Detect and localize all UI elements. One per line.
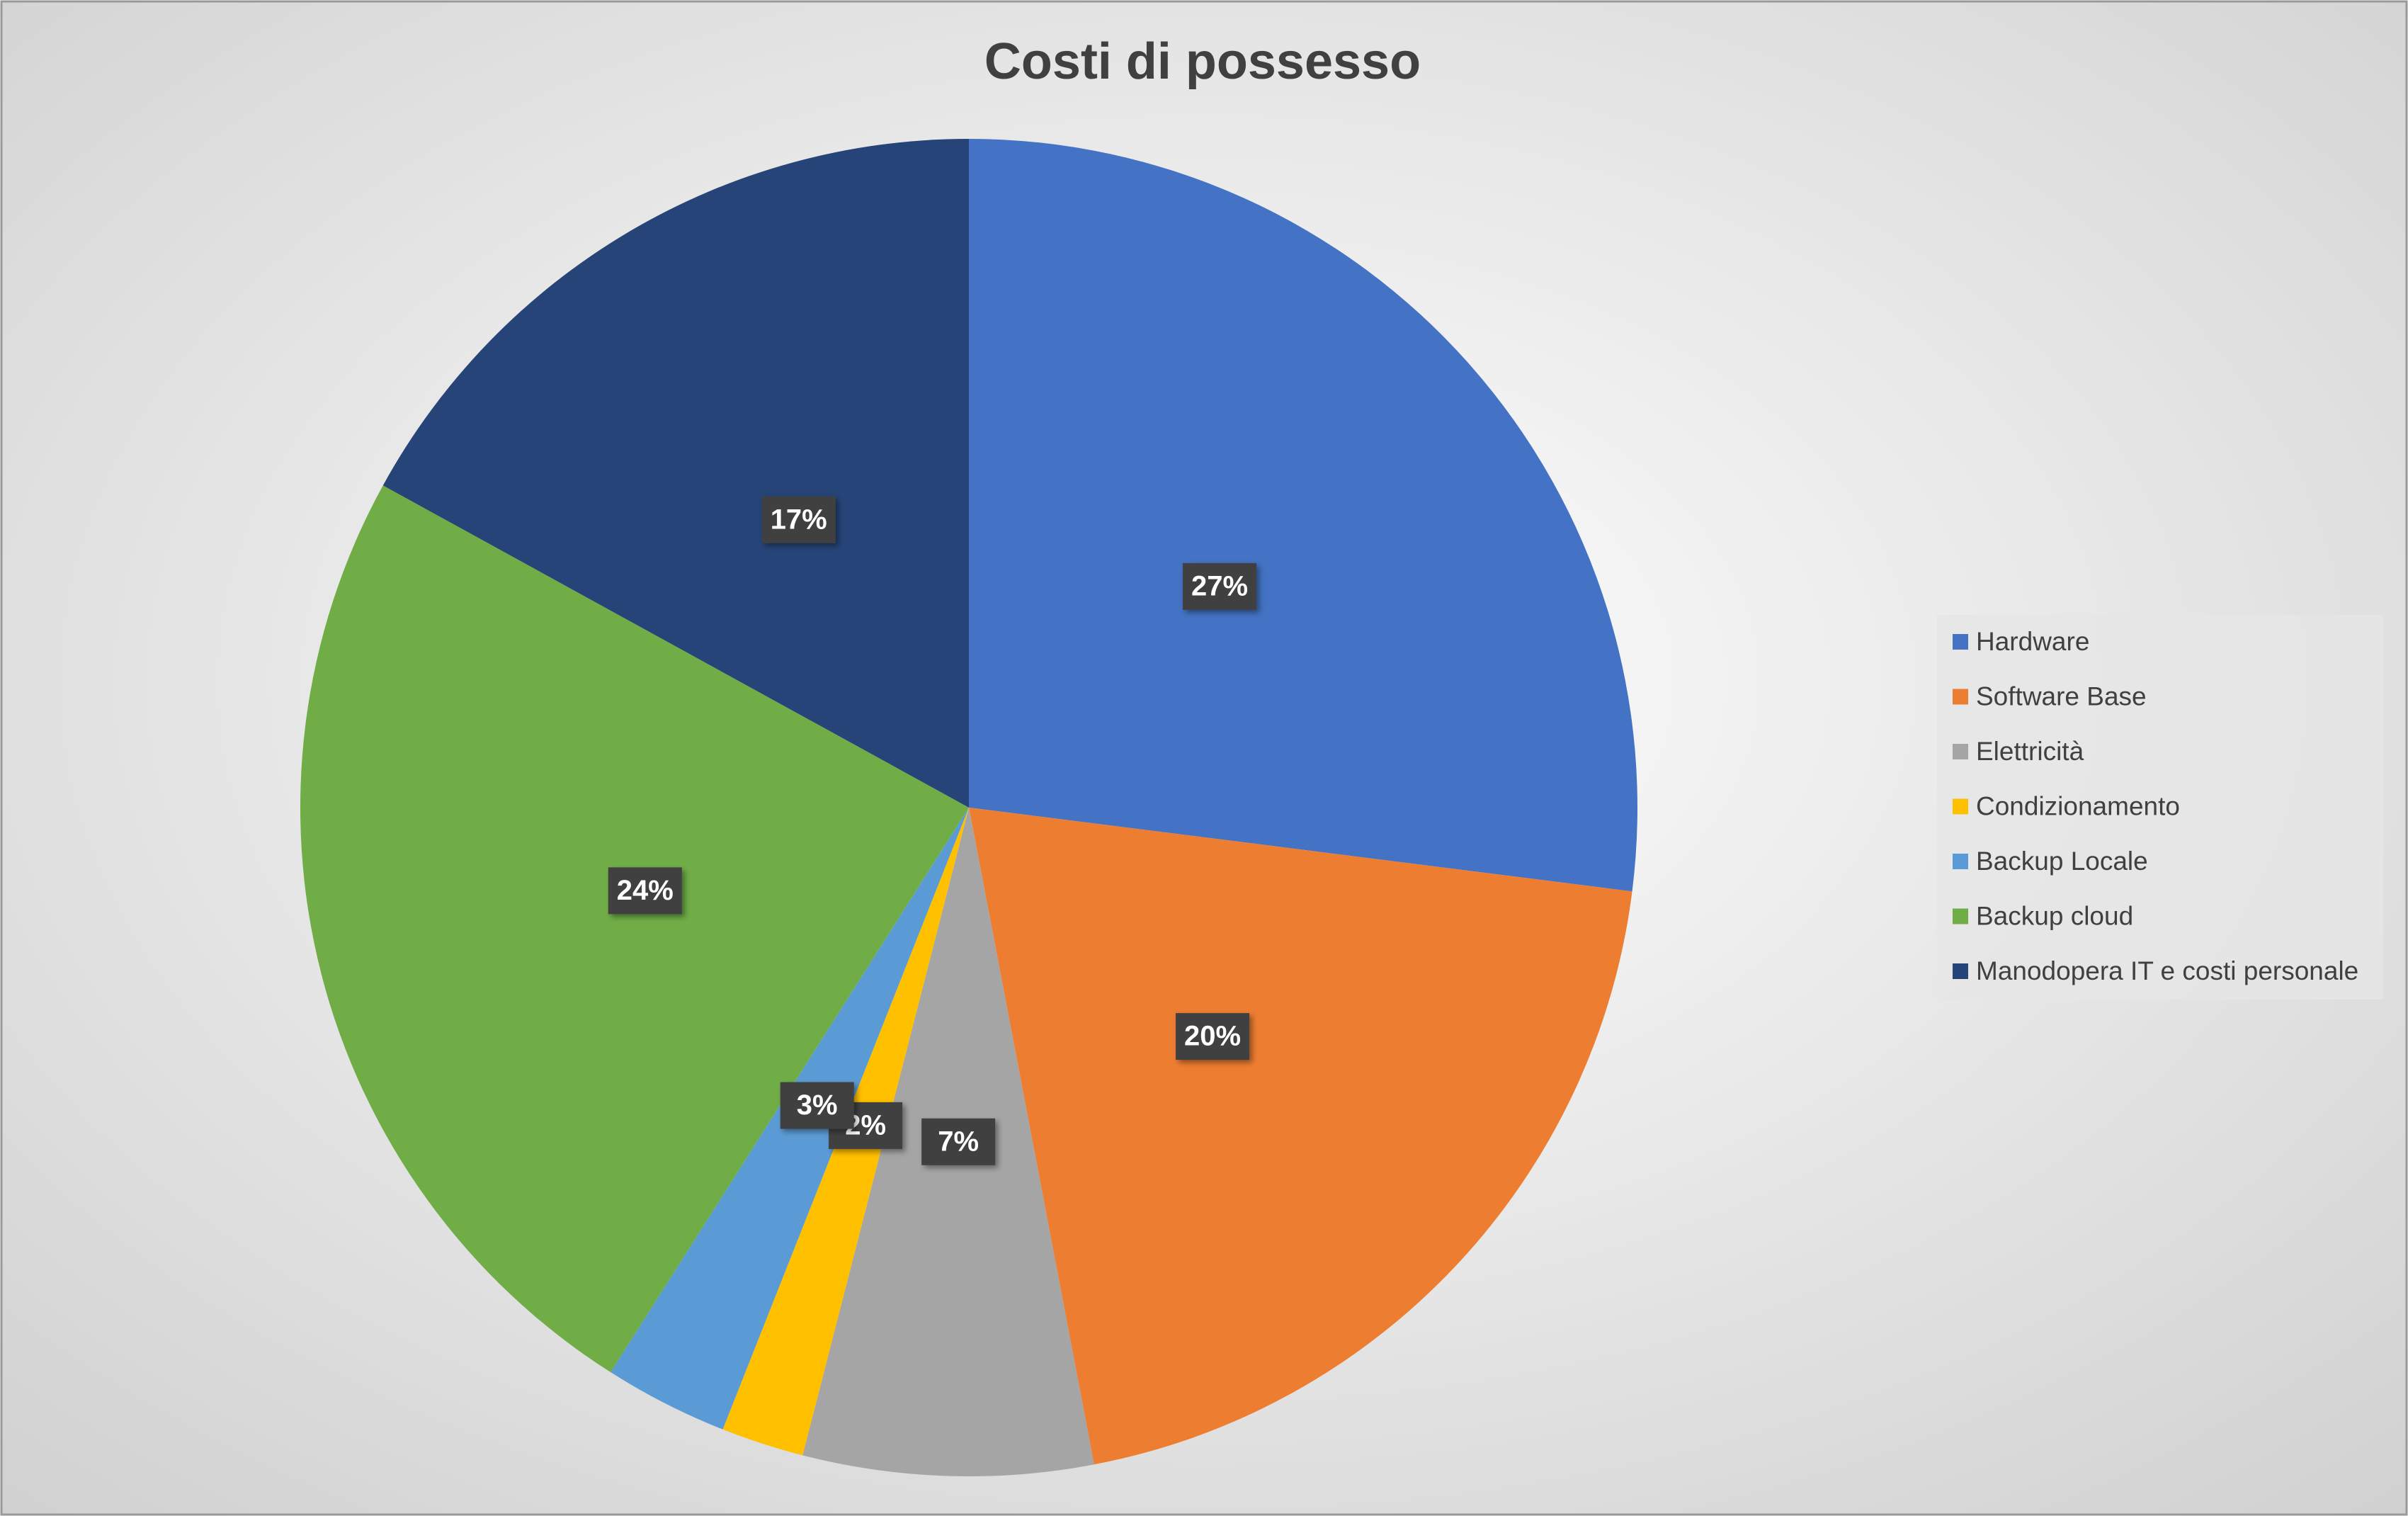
pie-slice [969, 139, 1638, 892]
data-label-box [1176, 1013, 1250, 1060]
legend-label: Elettricità [1976, 737, 2084, 766]
pie-slice [300, 485, 969, 1373]
data-label-box [921, 1118, 996, 1165]
data-label: 27% [1191, 570, 1248, 601]
legend-label: Condizionamento [1976, 791, 2180, 820]
pie-slice [969, 808, 1632, 1465]
legend-label: Backup cloud [1976, 901, 2133, 930]
legend-swatch [1953, 854, 1968, 869]
data-label-box [1183, 562, 1257, 610]
legend-swatch [1953, 689, 1968, 705]
data-label: 7% [938, 1126, 979, 1157]
data-label: 20% [1184, 1021, 1241, 1052]
legend-swatch [1953, 908, 1968, 924]
legend-label: Hardware [1976, 627, 2089, 656]
legend-label: Manodopera IT e costi personale [1976, 956, 2358, 985]
legend-label: Software Base [1976, 681, 2147, 711]
data-label-box [608, 867, 682, 915]
data-label-box [761, 496, 836, 543]
data-label: 3% [797, 1090, 838, 1121]
data-label: 24% [617, 875, 674, 906]
legend-box [1937, 615, 2383, 1000]
legend-swatch [1953, 744, 1968, 759]
pie-slice [382, 139, 969, 808]
legend-label: Backup Locale [1976, 847, 2148, 876]
legend-swatch [1953, 798, 1968, 815]
data-label-box [780, 1082, 854, 1129]
data-label: 17% [771, 504, 827, 535]
legend-swatch [1953, 963, 1968, 979]
chart-title: Costi di possesso [984, 33, 1421, 90]
legend-swatch [1953, 634, 1968, 650]
